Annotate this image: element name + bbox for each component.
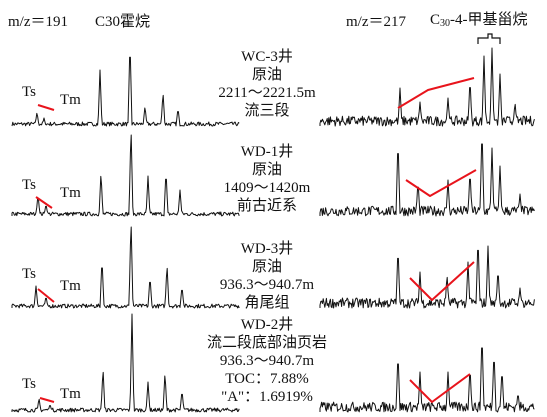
c30-methylsterane-bracket: [477, 33, 501, 44]
right-compound-prefix: C: [430, 12, 441, 28]
sterane-v-marker-1: [397, 77, 475, 109]
ts-text-2: Ts: [22, 177, 36, 193]
ts-text-1: Ts: [22, 84, 36, 100]
right-compound-suffix: -4-甲基甾烷: [450, 12, 528, 28]
sample-1-well: WC-3井: [241, 49, 293, 65]
sterane-v-marker-3: [409, 261, 475, 301]
right-compound-subscript: 30: [440, 18, 451, 29]
sample-block-1: WC-3井 原油 2211～2221.5m 流三段: [182, 48, 352, 120]
right-mz-text: m/z＝217: [346, 14, 406, 30]
right-compound-label: C30-4-甲基甾烷: [430, 12, 528, 32]
sample-block-4: WD-2井 流二段底部油页岩 936.3～940.7m TOC：7.88% "A…: [182, 316, 352, 406]
left-compound-label: C30霍烷: [95, 14, 150, 30]
right-trace-4: [319, 347, 535, 413]
right-trace-2: [319, 143, 535, 217]
ts-tm-marker-3: [37, 288, 55, 303]
sample-1-depth: 2211～2221.5m: [218, 85, 316, 101]
right-mz-label: m/z＝217: [346, 14, 406, 30]
ts-label-3: Ts: [22, 266, 36, 282]
right-trace-1: [319, 47, 535, 127]
sample-3-formation: 角尾组: [244, 295, 290, 311]
tm-text-2: Tm: [60, 185, 81, 201]
ts-tm-marker-1: [37, 104, 55, 111]
left-trace-3: [11, 226, 240, 309]
tm-label-1: Tm: [60, 92, 81, 108]
sample-4-well: WD-2井: [240, 317, 294, 333]
red-markers: [35, 77, 477, 403]
tm-text-4: Tm: [60, 386, 81, 402]
sample-4-depth: 936.3～940.7m: [219, 353, 315, 369]
left-trace-1: [11, 56, 240, 127]
sample-3-type: 原油: [251, 259, 282, 275]
left-mz-label: m/z＝191: [8, 14, 68, 30]
ts-text-4: Ts: [22, 376, 36, 392]
sample-block-3: WD-3井 原油 936.3～940.7m 角尾组: [182, 240, 352, 312]
ts-label-1: Ts: [22, 84, 36, 100]
left-compound-text: C30霍烷: [95, 14, 151, 30]
right-traces: [319, 47, 535, 413]
sample-1-type: 原油: [251, 67, 282, 83]
sample-3-well: WD-3井: [240, 241, 294, 257]
ts-label-2: Ts: [22, 177, 36, 193]
left-trace-2: [11, 134, 240, 217]
sterane-v-marker-4: [409, 373, 471, 403]
tm-text-3: Tm: [60, 278, 81, 294]
tm-label-2: Tm: [60, 185, 81, 201]
ts-tm-marker-2: [35, 196, 53, 209]
sample-3-depth: 936.3～940.7m: [219, 277, 315, 293]
left-trace-4: [11, 313, 240, 413]
ts-text-3: Ts: [22, 266, 36, 282]
sample-4-extract: "A"：1.6919%: [221, 389, 313, 405]
ts-tm-marker-4: [39, 397, 55, 403]
right-trace-3: [319, 245, 535, 309]
sample-2-type: 原油: [251, 162, 282, 178]
sample-1-formation: 流三段: [244, 103, 290, 119]
left-mz-text: m/z＝191: [8, 14, 68, 30]
tm-label-3: Tm: [60, 278, 81, 294]
tm-label-4: Tm: [60, 386, 81, 402]
sample-4-type: 流二段底部油页岩: [206, 335, 327, 351]
left-traces: [11, 56, 240, 413]
sterane-v-marker-2: [405, 169, 477, 197]
sample-4-toc: TOC：7.88%: [225, 371, 309, 387]
tm-text-1: Tm: [60, 92, 81, 108]
sample-2-formation: 前古近系: [236, 198, 297, 214]
ts-label-4: Ts: [22, 376, 36, 392]
sample-2-depth: 1409～1420m: [223, 180, 311, 196]
sample-2-well: WD-1井: [240, 144, 294, 160]
sample-block-2: WD-1井 原油 1409～1420m 前古近系: [182, 143, 352, 215]
